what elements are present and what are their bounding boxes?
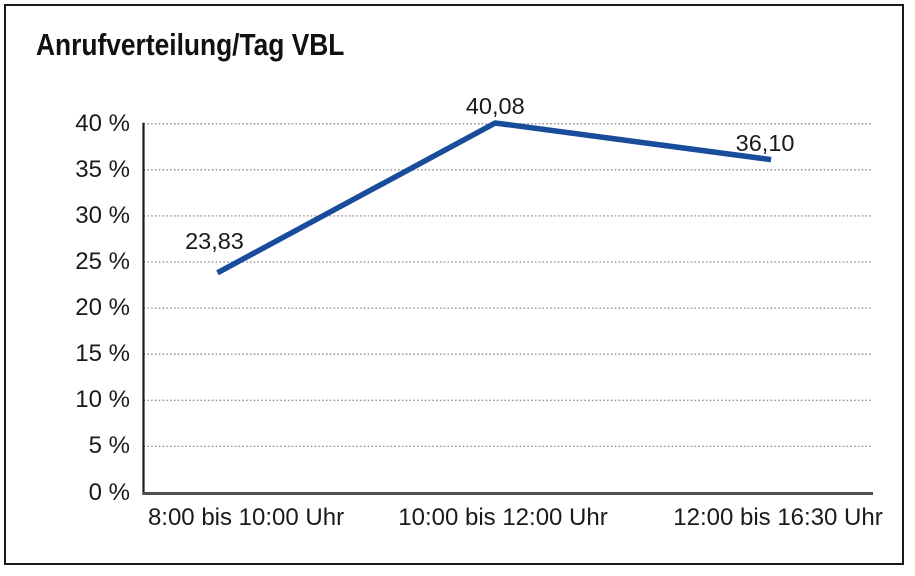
y-tick-label: 0 % xyxy=(88,478,130,506)
y-tick-label: 20 % xyxy=(75,294,130,322)
y-tick-label: 15 % xyxy=(75,340,130,368)
data-point-label: 40,08 xyxy=(465,92,525,119)
data-line xyxy=(216,120,772,276)
x-tick-label: 12:00 bis 16:30 Uhr xyxy=(673,504,883,531)
y-tick-label: 5 % xyxy=(88,432,130,460)
data-point-label: 23,83 xyxy=(185,227,244,254)
y-tick-label: 30 % xyxy=(75,201,130,229)
y-tick-label: 40 % xyxy=(75,109,130,137)
chart-title: Anrufverteilung/Tag VBL xyxy=(36,27,345,62)
x-tick-label: 10:00 bis 12:00 Uhr xyxy=(398,504,608,531)
x-tick-label: 8:00 bis 10:00 Uhr xyxy=(147,504,345,531)
y-tick-label: 35 % xyxy=(75,155,130,183)
y-tick-label: 10 % xyxy=(75,386,130,414)
data-point-label: 36,10 xyxy=(735,129,795,156)
chart-frame xyxy=(4,4,904,565)
y-tick-label: 25 % xyxy=(75,248,130,275)
